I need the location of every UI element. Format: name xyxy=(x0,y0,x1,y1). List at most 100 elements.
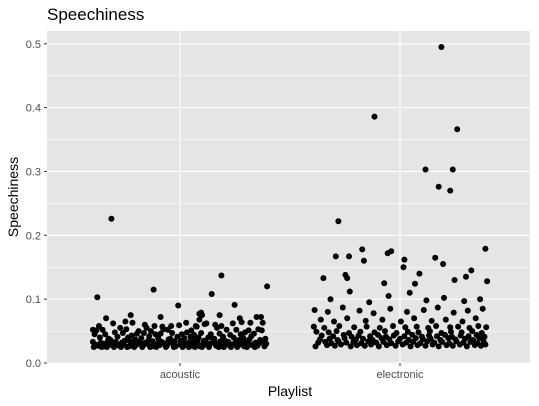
data-point-electronic xyxy=(431,339,438,346)
data-point-acoustic xyxy=(229,320,236,327)
data-point-electronic xyxy=(442,316,449,323)
data-point-electronic xyxy=(466,324,473,331)
data-points xyxy=(89,44,491,350)
data-point-electronic xyxy=(404,328,411,335)
data-point-acoustic xyxy=(149,338,156,345)
data-point-electronic xyxy=(450,309,457,316)
data-point-acoustic xyxy=(103,315,110,322)
data-point-acoustic xyxy=(153,344,160,350)
data-point-acoustic xyxy=(94,294,101,301)
data-point-electronic xyxy=(376,324,383,331)
data-point-electronic xyxy=(397,335,403,342)
data-point-acoustic xyxy=(110,320,117,327)
data-point-electronic xyxy=(360,335,366,342)
data-point-electronic xyxy=(387,305,394,312)
data-point-electronic xyxy=(451,277,458,283)
data-point-electronic xyxy=(397,318,404,325)
data-point-acoustic xyxy=(185,344,192,350)
data-point-electronic xyxy=(334,337,341,343)
data-point-electronic xyxy=(432,254,439,261)
data-point-electronic xyxy=(343,339,350,346)
y-tick-label: 0.1 xyxy=(26,294,41,306)
data-point-electronic xyxy=(362,317,369,324)
data-point-electronic xyxy=(473,331,480,338)
data-point-acoustic xyxy=(242,329,249,336)
data-point-acoustic xyxy=(230,334,237,341)
data-point-electronic xyxy=(440,261,447,267)
data-point-acoustic xyxy=(140,330,147,336)
data-point-acoustic xyxy=(234,344,241,350)
data-point-electronic xyxy=(367,333,374,340)
data-point-electronic xyxy=(438,44,445,50)
data-point-electronic xyxy=(310,323,317,330)
data-point-electronic xyxy=(332,253,339,260)
data-point-electronic xyxy=(422,342,429,349)
data-point-electronic xyxy=(483,324,490,331)
data-point-electronic xyxy=(402,324,409,331)
data-point-electronic xyxy=(470,337,476,343)
x-axis-ticks: acoustic electronic xyxy=(160,363,424,381)
data-point-acoustic xyxy=(243,344,250,350)
data-point-acoustic xyxy=(119,330,126,336)
data-point-acoustic xyxy=(174,333,181,340)
data-point-electronic xyxy=(437,337,444,343)
data-point-electronic xyxy=(382,328,388,335)
data-point-acoustic xyxy=(151,323,158,329)
x-tick-label-electronic: electronic xyxy=(376,369,424,381)
data-point-electronic xyxy=(479,305,486,312)
data-point-acoustic xyxy=(196,316,203,323)
data-point-electronic xyxy=(331,318,337,325)
data-point-acoustic xyxy=(176,322,183,329)
data-point-electronic xyxy=(420,307,427,313)
data-point-acoustic xyxy=(231,301,238,308)
data-point-electronic xyxy=(340,331,347,338)
data-point-acoustic xyxy=(218,323,225,329)
data-point-electronic xyxy=(409,331,416,338)
data-point-electronic xyxy=(448,328,454,335)
data-point-acoustic xyxy=(104,344,110,350)
data-point-electronic xyxy=(478,330,485,336)
data-point-electronic xyxy=(447,187,454,194)
data-point-electronic xyxy=(438,330,445,336)
data-point-acoustic xyxy=(215,344,222,350)
data-point-acoustic xyxy=(184,329,190,336)
data-point-acoustic xyxy=(236,315,243,322)
data-point-electronic xyxy=(322,338,329,345)
data-point-acoustic xyxy=(123,326,130,333)
data-point-electronic xyxy=(449,166,456,173)
data-point-electronic xyxy=(336,323,343,329)
data-point-electronic xyxy=(404,308,410,315)
data-point-acoustic xyxy=(127,312,134,319)
y-axis-title: Speechiness xyxy=(5,157,21,237)
data-point-electronic xyxy=(335,218,342,225)
data-point-electronic xyxy=(388,248,395,255)
data-point-acoustic xyxy=(164,326,171,333)
data-point-acoustic xyxy=(258,314,264,320)
data-point-electronic xyxy=(434,333,440,340)
data-point-electronic xyxy=(382,333,389,340)
data-point-acoustic xyxy=(148,328,154,335)
data-point-electronic xyxy=(455,323,462,330)
data-point-acoustic xyxy=(98,344,105,350)
data-point-acoustic xyxy=(147,344,154,350)
data-point-acoustic xyxy=(111,344,117,350)
data-point-electronic xyxy=(351,324,358,331)
data-point-electronic xyxy=(371,113,378,120)
data-point-electronic xyxy=(407,343,414,350)
data-point-electronic xyxy=(339,304,346,311)
data-point-acoustic xyxy=(247,319,254,326)
data-point-acoustic xyxy=(131,344,138,350)
data-point-electronic xyxy=(371,329,378,336)
data-point-electronic xyxy=(390,323,396,329)
data-point-acoustic xyxy=(169,330,176,336)
data-point-electronic xyxy=(370,310,377,317)
data-point-acoustic xyxy=(221,344,227,350)
data-point-acoustic xyxy=(205,334,212,341)
data-point-electronic xyxy=(344,275,351,282)
data-point-electronic xyxy=(401,256,408,263)
data-point-acoustic xyxy=(117,324,124,331)
data-point-electronic xyxy=(385,293,392,299)
data-point-electronic xyxy=(465,333,472,340)
major-gridlines xyxy=(47,31,530,364)
